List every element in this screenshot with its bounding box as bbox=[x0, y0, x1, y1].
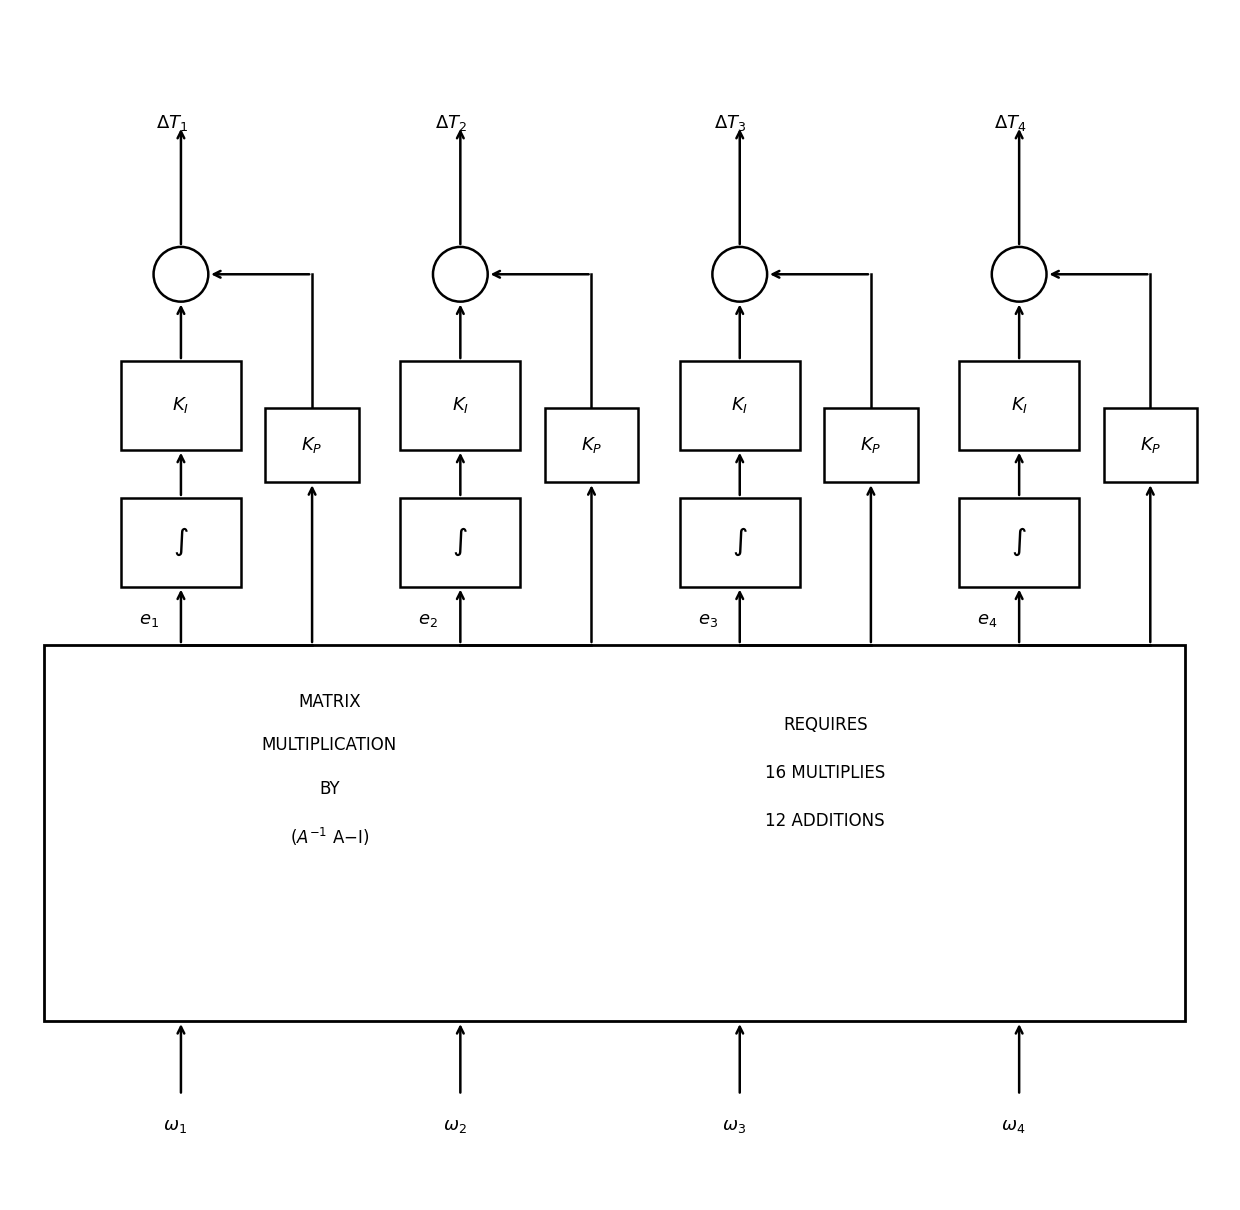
Text: $K_I$: $K_I$ bbox=[172, 396, 190, 415]
Text: $\omega_4$: $\omega_4$ bbox=[1001, 1117, 1025, 1135]
Text: $\int$: $\int$ bbox=[1012, 526, 1027, 559]
Text: $K_I$: $K_I$ bbox=[451, 396, 469, 415]
Text: $\Delta T_2$: $\Delta T_2$ bbox=[435, 113, 467, 133]
Text: $e_3$: $e_3$ bbox=[698, 611, 718, 629]
Text: $K_P$: $K_P$ bbox=[301, 436, 322, 455]
Bar bbox=[680, 497, 800, 587]
Text: REQUIRES: REQUIRES bbox=[782, 716, 868, 733]
Text: $K_I$: $K_I$ bbox=[732, 396, 749, 415]
Text: MATRIX: MATRIX bbox=[298, 693, 361, 711]
Bar bbox=[960, 361, 1079, 450]
Bar bbox=[122, 361, 241, 450]
Text: 12 ADDITIONS: 12 ADDITIONS bbox=[765, 812, 885, 830]
Text: 16 MULTIPLIES: 16 MULTIPLIES bbox=[765, 764, 885, 782]
Bar bbox=[265, 408, 358, 483]
Bar bbox=[680, 361, 800, 450]
Text: MULTIPLICATION: MULTIPLICATION bbox=[262, 736, 397, 754]
Text: BY: BY bbox=[319, 779, 340, 797]
Text: $e_1$: $e_1$ bbox=[139, 611, 159, 629]
Bar bbox=[401, 497, 521, 587]
Text: $e_2$: $e_2$ bbox=[418, 611, 438, 629]
Text: $K_P$: $K_P$ bbox=[861, 436, 882, 455]
Text: $e_4$: $e_4$ bbox=[977, 611, 997, 629]
Bar bbox=[1104, 408, 1197, 483]
Bar bbox=[401, 361, 521, 450]
Text: $K_P$: $K_P$ bbox=[1140, 436, 1161, 455]
Text: $\omega_3$: $\omega_3$ bbox=[722, 1117, 746, 1135]
Text: $\Delta T_3$: $\Delta T_3$ bbox=[714, 113, 746, 133]
Bar bbox=[544, 408, 639, 483]
Text: $\omega_1$: $\omega_1$ bbox=[164, 1117, 187, 1135]
Text: $\int$: $\int$ bbox=[174, 526, 188, 559]
Bar bbox=[45, 645, 1184, 1021]
Text: $\Delta T_1$: $\Delta T_1$ bbox=[156, 113, 188, 133]
Bar bbox=[825, 408, 918, 483]
Text: $K_I$: $K_I$ bbox=[1011, 396, 1028, 415]
Bar bbox=[960, 497, 1079, 587]
Text: $\Delta T_4$: $\Delta T_4$ bbox=[993, 113, 1027, 133]
Text: $K_P$: $K_P$ bbox=[580, 436, 603, 455]
Text: $(A^{-1}$ A$-$I): $(A^{-1}$ A$-$I) bbox=[289, 825, 368, 847]
Text: $\int$: $\int$ bbox=[732, 526, 748, 559]
Bar bbox=[122, 497, 241, 587]
Text: $\omega_2$: $\omega_2$ bbox=[443, 1117, 466, 1135]
Text: $\int$: $\int$ bbox=[453, 526, 469, 559]
